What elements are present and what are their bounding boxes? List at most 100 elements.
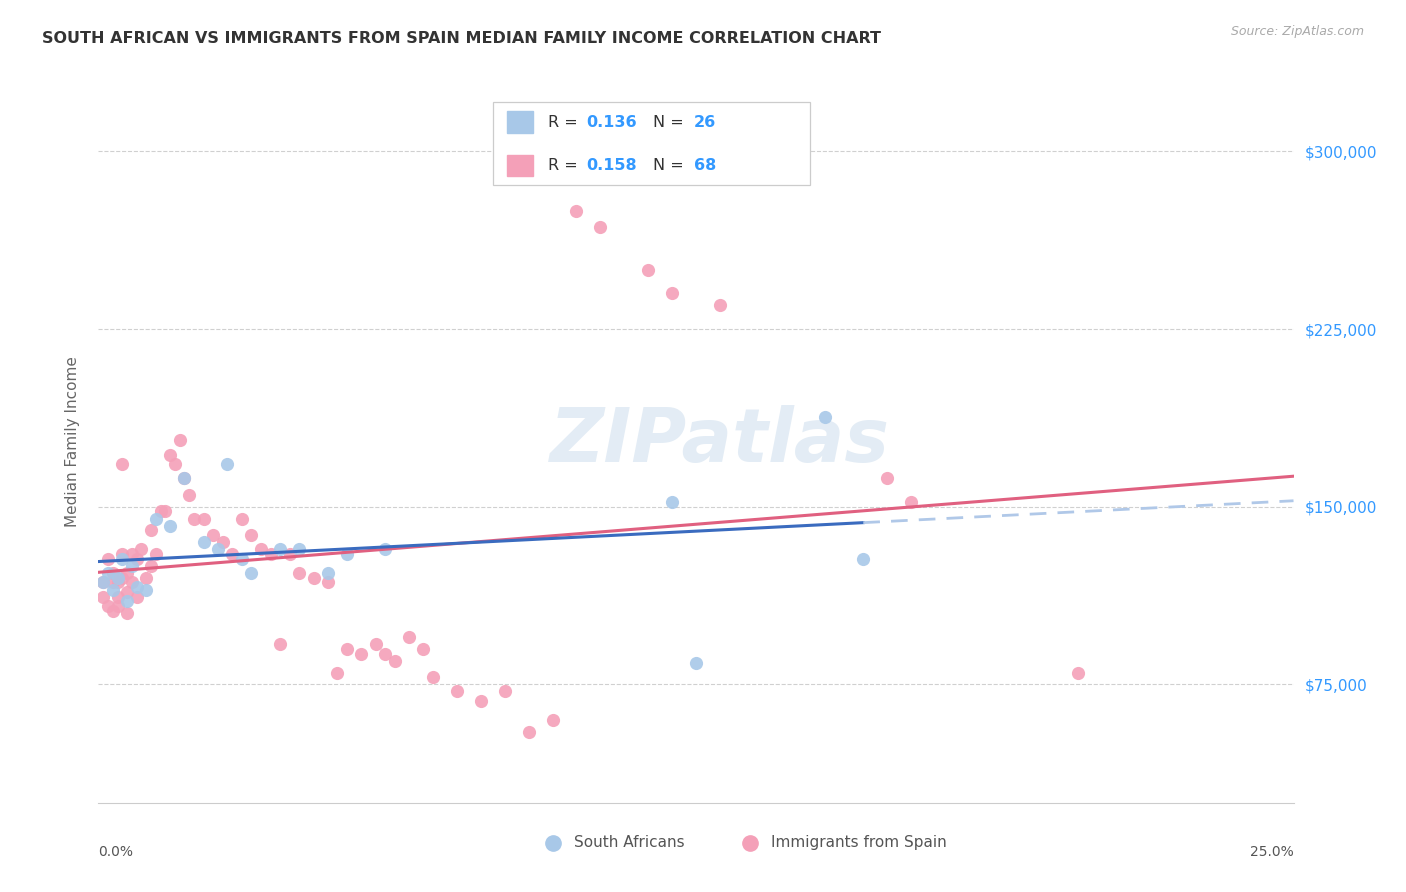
- Point: [145, 511, 167, 525]
- Point: [139, 558, 162, 573]
- Text: R =: R =: [548, 158, 582, 173]
- Point: [517, 724, 540, 739]
- Point: [231, 551, 253, 566]
- Point: [302, 571, 325, 585]
- Point: [173, 471, 195, 485]
- Text: 25.0%: 25.0%: [1250, 846, 1294, 859]
- Point: [422, 670, 444, 684]
- Point: [541, 713, 564, 727]
- Text: 0.0%: 0.0%: [98, 846, 134, 859]
- Point: [374, 647, 396, 661]
- Point: [446, 684, 468, 698]
- Point: [316, 575, 339, 590]
- Point: [91, 575, 114, 590]
- Point: [91, 590, 114, 604]
- Point: [107, 599, 129, 614]
- Point: [398, 630, 420, 644]
- Point: [814, 409, 837, 424]
- Point: [336, 641, 359, 656]
- Point: [101, 566, 124, 580]
- Point: [589, 220, 612, 235]
- Point: [115, 566, 138, 580]
- Text: 0.136: 0.136: [586, 115, 637, 129]
- Point: [145, 547, 167, 561]
- Point: [115, 607, 138, 621]
- Point: [159, 448, 181, 462]
- Point: [111, 457, 134, 471]
- Point: [637, 262, 659, 277]
- Point: [169, 434, 191, 448]
- Point: [350, 647, 373, 661]
- Point: [121, 558, 143, 573]
- Point: [125, 580, 148, 594]
- Point: [316, 566, 339, 580]
- Point: [97, 566, 120, 580]
- Point: [259, 547, 281, 561]
- Point: [326, 665, 349, 680]
- Point: [111, 571, 134, 585]
- Point: [494, 684, 516, 698]
- Point: [91, 575, 114, 590]
- Text: Immigrants from Spain: Immigrants from Spain: [772, 835, 948, 850]
- Point: [900, 495, 922, 509]
- Text: 68: 68: [693, 158, 716, 173]
- Point: [240, 528, 263, 542]
- Point: [107, 590, 129, 604]
- Point: [111, 551, 134, 566]
- Text: R =: R =: [548, 115, 582, 129]
- Text: N =: N =: [652, 115, 689, 129]
- Point: [159, 518, 181, 533]
- Point: [139, 524, 162, 538]
- Text: ZIPatlas: ZIPatlas: [550, 405, 890, 478]
- Point: [121, 547, 143, 561]
- Text: 0.158: 0.158: [586, 158, 637, 173]
- Point: [125, 590, 148, 604]
- Point: [661, 286, 683, 301]
- Point: [336, 547, 359, 561]
- Point: [217, 457, 239, 471]
- Point: [135, 582, 157, 597]
- Point: [101, 604, 124, 618]
- Point: [131, 542, 153, 557]
- Point: [149, 504, 172, 518]
- Point: [115, 585, 138, 599]
- Point: [97, 551, 120, 566]
- Point: [202, 528, 225, 542]
- Text: N =: N =: [652, 158, 689, 173]
- Point: [107, 575, 129, 590]
- Text: 26: 26: [693, 115, 716, 129]
- Point: [125, 551, 148, 566]
- Point: [412, 641, 434, 656]
- Point: [155, 504, 177, 518]
- Point: [211, 535, 233, 549]
- Point: [179, 488, 201, 502]
- Point: [135, 571, 157, 585]
- Point: [101, 582, 124, 597]
- Point: [163, 457, 186, 471]
- Point: [121, 575, 143, 590]
- Point: [288, 566, 311, 580]
- FancyBboxPatch shape: [494, 102, 810, 185]
- Text: Source: ZipAtlas.com: Source: ZipAtlas.com: [1230, 25, 1364, 38]
- Point: [183, 511, 205, 525]
- Point: [1067, 665, 1090, 680]
- Point: [269, 542, 291, 557]
- Point: [115, 594, 138, 608]
- Point: [231, 511, 253, 525]
- FancyBboxPatch shape: [508, 112, 533, 133]
- Point: [207, 542, 229, 557]
- Text: SOUTH AFRICAN VS IMMIGRANTS FROM SPAIN MEDIAN FAMILY INCOME CORRELATION CHART: SOUTH AFRICAN VS IMMIGRANTS FROM SPAIN M…: [42, 31, 882, 46]
- Point: [250, 542, 273, 557]
- Point: [107, 571, 129, 585]
- Point: [364, 637, 387, 651]
- Point: [101, 575, 124, 590]
- Point: [221, 547, 243, 561]
- Text: South Africans: South Africans: [574, 835, 685, 850]
- Point: [288, 542, 311, 557]
- Point: [97, 599, 120, 614]
- Point: [269, 637, 291, 651]
- Point: [374, 542, 396, 557]
- Point: [852, 551, 875, 566]
- Y-axis label: Median Family Income: Median Family Income: [65, 356, 80, 527]
- Point: [470, 694, 492, 708]
